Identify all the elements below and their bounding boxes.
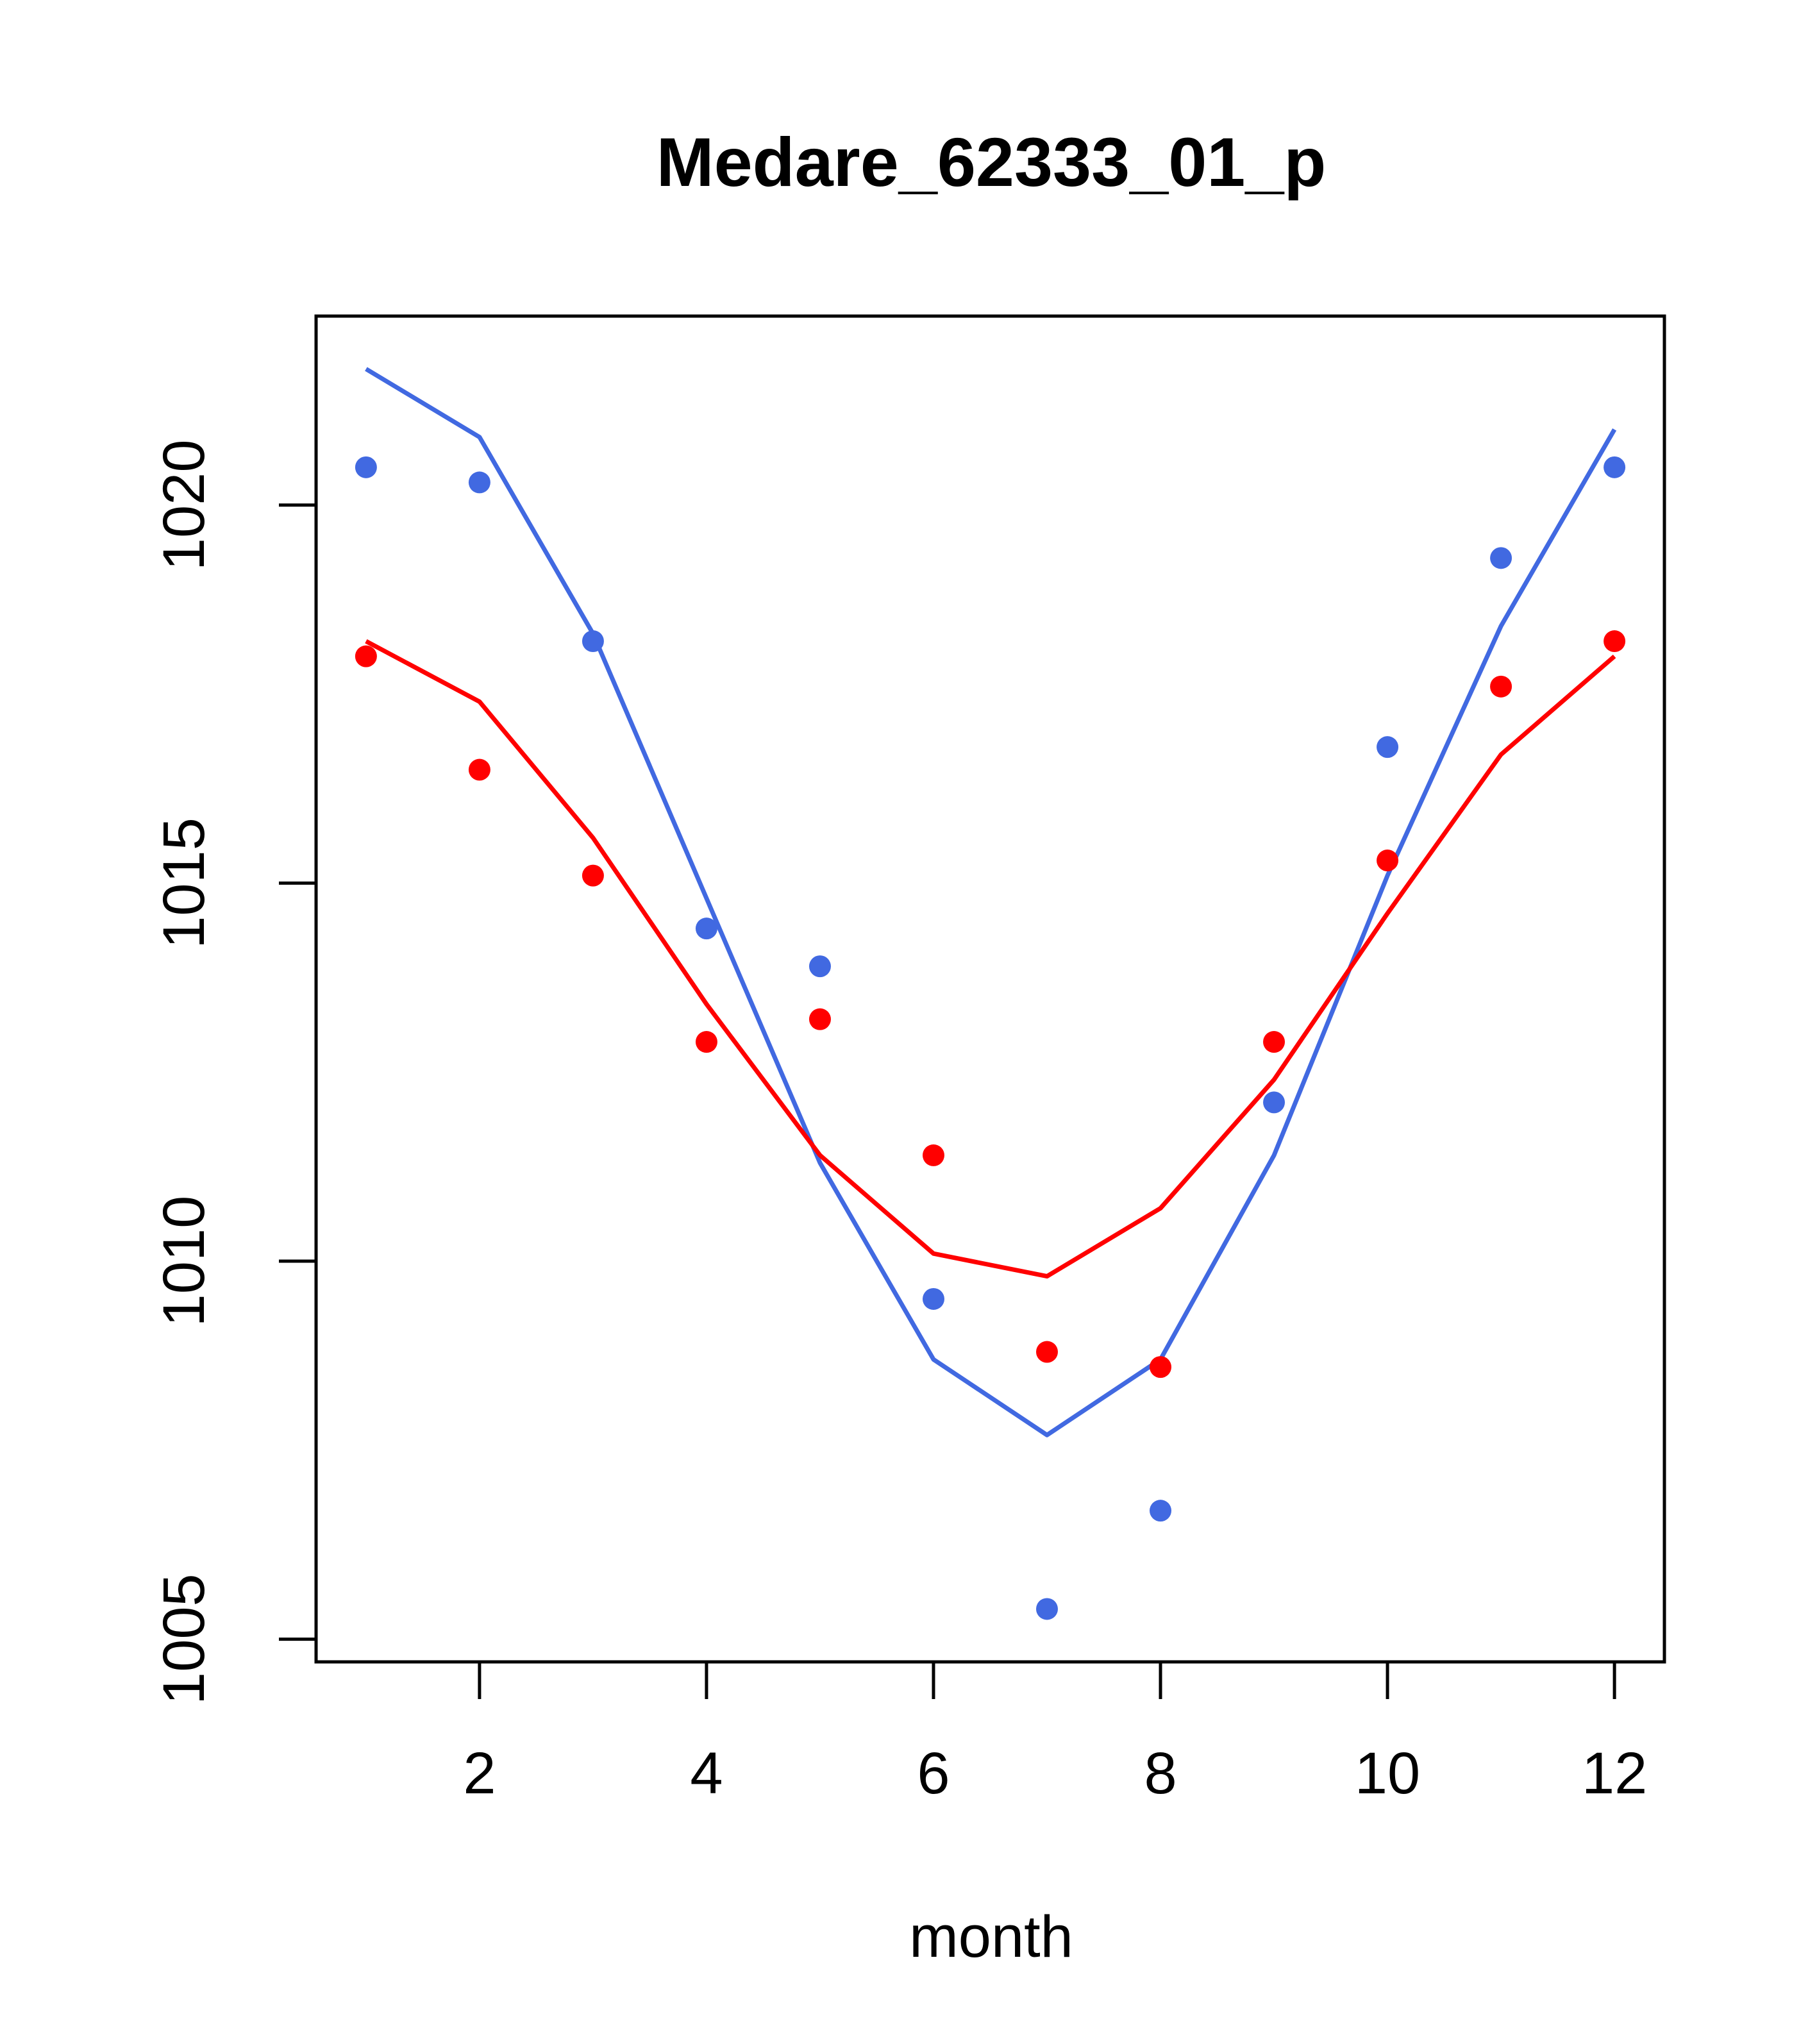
data-point xyxy=(922,1287,944,1310)
data-point xyxy=(582,630,604,653)
x-axis-label: month xyxy=(909,1904,1073,1970)
data-point xyxy=(1603,456,1626,478)
data-point xyxy=(582,864,604,887)
data-point xyxy=(1377,850,1399,872)
data-point xyxy=(808,1008,831,1030)
data-point xyxy=(355,645,377,667)
data-point xyxy=(695,917,717,940)
data-point xyxy=(695,1031,717,1053)
data-point xyxy=(922,1144,944,1166)
x-tick-label: 8 xyxy=(1144,1741,1176,1806)
x-tick-label: 10 xyxy=(1355,1741,1420,1806)
y-tick-label: 1010 xyxy=(151,1196,217,1327)
x-axis: 2 4 6 8 10 12 xyxy=(463,1660,1647,1806)
data-point xyxy=(1036,1341,1059,1363)
data-point xyxy=(808,955,831,978)
series-line xyxy=(365,367,1617,1437)
series-1 xyxy=(355,630,1626,1378)
x-tick-label: 6 xyxy=(917,1741,950,1806)
chart-title: Medare_62333_01_p xyxy=(657,123,1327,201)
y-tick-label: 1005 xyxy=(151,1573,217,1705)
data-point xyxy=(355,456,377,478)
y-axis: 1005 1010 1015 1020 xyxy=(151,439,318,1705)
x-tick-label: 12 xyxy=(1582,1741,1647,1806)
series-line xyxy=(365,639,1616,1279)
data-point xyxy=(1490,675,1512,698)
data-point xyxy=(1150,1500,1172,1522)
data-point xyxy=(468,758,490,781)
data-point xyxy=(1377,736,1399,758)
data-point xyxy=(1036,1598,1059,1620)
series-layer xyxy=(355,367,1626,1620)
plot-frame xyxy=(314,314,1666,1664)
data-point xyxy=(1603,630,1626,653)
data-point xyxy=(1150,1356,1172,1378)
x-tick-label: 4 xyxy=(690,1741,723,1806)
y-tick-label: 1020 xyxy=(151,439,217,571)
series-0 xyxy=(355,367,1626,1620)
data-point xyxy=(1490,547,1512,569)
y-tick-label: 1015 xyxy=(151,817,217,949)
data-point xyxy=(1263,1091,1285,1114)
x-tick-label: 2 xyxy=(463,1741,496,1806)
data-point xyxy=(468,471,490,494)
data-point xyxy=(1263,1031,1285,1053)
